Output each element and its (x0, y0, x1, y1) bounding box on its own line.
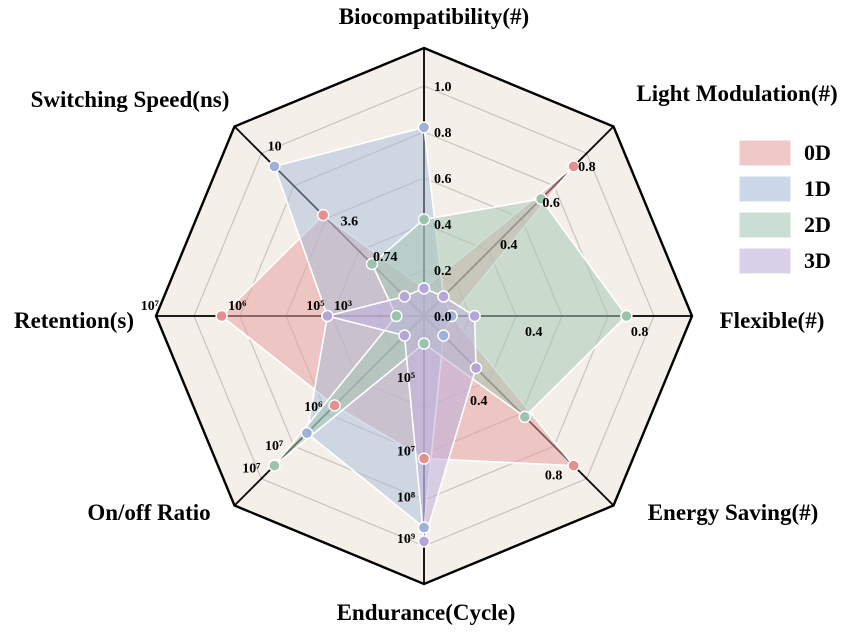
tick-label-flexible: 0.4 (525, 325, 543, 340)
point-0d-retention-s (215, 309, 228, 323)
axis-title-energy-saving: Energy Saving(#) (648, 500, 819, 525)
tick-label-switching-speed-ns: 0.74 (373, 250, 398, 265)
point-2d-flexible (620, 309, 633, 323)
point-2d-on-off-ratio (268, 459, 281, 472)
tick-label-retention-s: 10⁵ (306, 299, 324, 314)
point-2d-light-modulation (534, 192, 548, 206)
tick-label-flexible: 0.8 (631, 325, 649, 340)
point-1d-flexible (445, 309, 458, 323)
axis-titles: Biocompatibility(#) Light Modulation(#) Fl… (14, 4, 838, 625)
tick-label-switching-speed-ns: 10 (268, 140, 282, 155)
legend-swatch-2d (738, 211, 792, 239)
tick-label-on-off-ratio: 10⁷ (242, 462, 260, 477)
tick-label-on-off-ratio: 10⁷ (265, 439, 283, 454)
point-0d-switching-speed-ns (316, 208, 330, 222)
point-1d-switching-speed-ns (268, 160, 281, 173)
legend-label-1d: 1D (804, 176, 831, 201)
tick-label-biocompatibility: 0.4 (434, 218, 452, 233)
point-0d-light-modulation (567, 160, 580, 173)
tick-label-switching-speed-ns: 3.6 (341, 214, 359, 229)
point-3d-light-modulation (437, 290, 450, 303)
point-2d-switching-speed-ns (365, 257, 379, 271)
axis-title-light-modulation: Light Modulation(#) (636, 81, 837, 106)
tick-label-light-modulation: 0.4 (500, 238, 518, 253)
point-1d-on-off-ratio (300, 426, 314, 440)
axis-title-biocompatibility: Biocompatibility(#) (339, 4, 529, 29)
series-group (215, 121, 633, 548)
tick-label-endurance-cycle: 10⁹ (397, 532, 415, 547)
point-2d-biocompatibility (417, 213, 431, 226)
legend-label-2d: 2D (804, 212, 831, 237)
point-3d-on-off-ratio (398, 329, 411, 342)
tick-label-light-modulation: 0.6 (542, 196, 560, 211)
point-0d-endurance-cycle (417, 452, 431, 465)
tick-label-on-off-ratio: 10⁶ (304, 400, 322, 415)
legend-swatch-0d (738, 139, 792, 167)
tick-label-biocompatibility: 1.0 (434, 80, 452, 95)
point-3d-flexible (468, 309, 481, 323)
tick-label-endurance-cycle: 10⁸ (397, 490, 415, 505)
legend-swatch-3d (738, 247, 792, 275)
point-2d-retention-s (390, 309, 403, 323)
point-1d-endurance-cycle (417, 521, 431, 534)
tick-label-energy-saving: 0.4 (470, 394, 488, 409)
point-1d-energy-saving (437, 329, 450, 342)
tick-label-biocompatibility: 0.0 (434, 310, 452, 325)
axis-title-flexible: Flexible(#) (720, 308, 825, 333)
axis-title-endurance-cycle: Endurance(Cycle) (337, 600, 516, 625)
tick-label-retention-s: 10⁶ (228, 299, 246, 314)
point-3d-endurance-cycle (417, 535, 431, 548)
legend: 0D 1D 2D 3D (738, 139, 831, 275)
tick-label-endurance-cycle: 10⁷ (397, 444, 415, 459)
tick-label-retention-s: 10⁷ (141, 299, 159, 314)
point-3d-retention-s (321, 309, 334, 323)
legend-label-0d: 0D (804, 140, 831, 165)
point-3d-switching-speed-ns (398, 290, 411, 303)
point-3d-energy-saving (469, 361, 483, 375)
point-2d-energy-saving (518, 410, 532, 424)
tick-label-biocompatibility: 0.8 (434, 126, 452, 141)
tick-label-biocompatibility: 0.6 (434, 172, 452, 187)
tick-label-energy-saving: 0.8 (545, 469, 563, 484)
point-2d-endurance-cycle (417, 337, 431, 350)
tick-labels: 1.0 0.8 0.6 0.4 0.2 0.0 0.8 0.6 0.4 0.8 0.4 0.8 0.4 1… (141, 80, 649, 547)
tick-label-biocompatibility: 0.2 (434, 264, 452, 279)
point-0d-on-off-ratio (328, 399, 341, 412)
tick-label-light-modulation: 0.8 (578, 160, 596, 175)
axis-title-on-off-ratio: On/off Ratio (87, 500, 210, 525)
point-1d-biocompatibility (417, 121, 431, 134)
axis-title-switching-speed-ns: Switching Speed(ns) (31, 87, 230, 112)
point-0d-energy-saving (567, 459, 580, 472)
legend-swatch-1d (738, 175, 792, 203)
tick-label-endurance-cycle: 10⁵ (397, 371, 415, 386)
legend-label-3d: 3D (804, 248, 831, 273)
tick-label-retention-s: 10³ (334, 299, 352, 314)
axis-title-retention-s: Retention(s) (14, 308, 134, 333)
point-3d-biocompatibility (417, 282, 431, 295)
